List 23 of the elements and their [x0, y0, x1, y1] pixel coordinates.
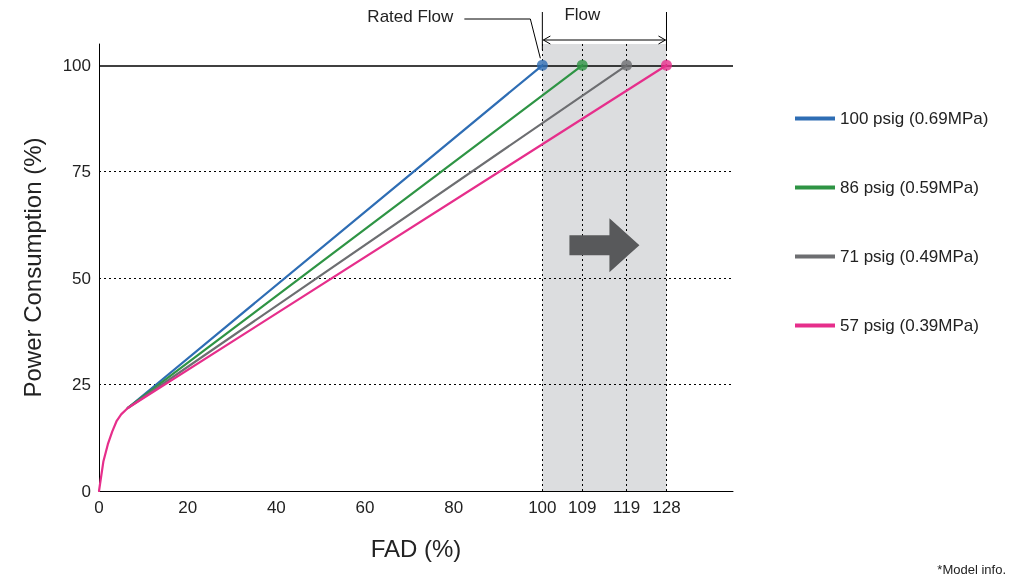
- text: *Model info.: [937, 562, 1007, 577]
- x-tick-label: 20: [178, 498, 198, 517]
- y-tick-label: 25: [72, 375, 91, 395]
- x-tick-label: 0: [94, 498, 104, 517]
- legend-label: 100 psig (0.69MPa): [840, 109, 989, 128]
- x-tick-label: 80: [444, 498, 464, 517]
- x-tick-label: 119: [613, 498, 641, 517]
- annotation: Rated Flow: [367, 7, 455, 26]
- y-tick-label: 50: [72, 268, 91, 288]
- y-tick-label: 0: [81, 481, 91, 501]
- legend-label: 71 psig (0.49MPa): [840, 247, 979, 266]
- y-axis-title: Power Consumption (%): [18, 137, 46, 398]
- x-axis-title: FAD (%): [370, 534, 462, 562]
- x-tick-label: 100: [528, 498, 557, 517]
- y-tick-label: 100: [62, 55, 91, 75]
- legend-label: 86 psig (0.59MPa): [840, 178, 979, 197]
- legend-label: 57 psig (0.39MPa): [840, 316, 979, 335]
- band-label: Flow: [564, 5, 602, 24]
- x-tick-label: 60: [355, 498, 375, 517]
- x-tick-label: 128: [652, 498, 681, 517]
- x-tick-label: 109: [568, 498, 597, 517]
- y-tick-label: 75: [72, 162, 91, 182]
- x-tick-label: 40: [266, 498, 286, 517]
